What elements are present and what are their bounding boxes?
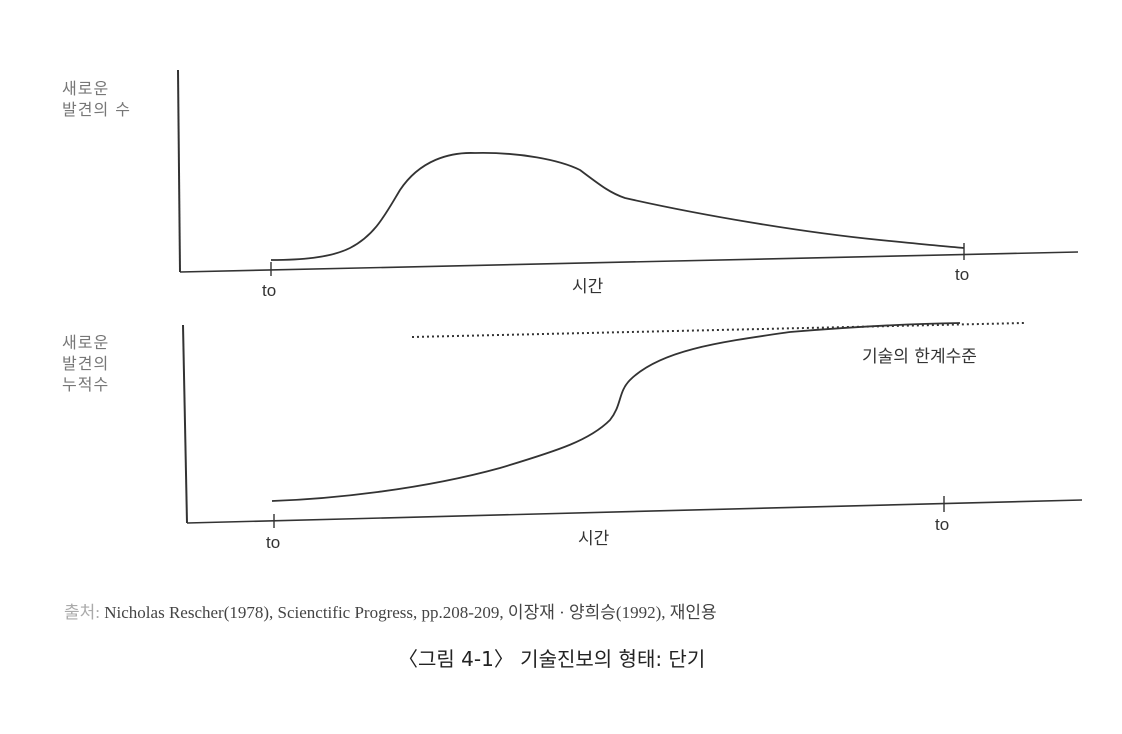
top-chart-axes	[177, 69, 1079, 276]
top-tick-left: to	[262, 281, 277, 300]
bottom-ylabel-line3: 누적수	[62, 375, 110, 394]
bottom-ylabel-line1: 새로운	[62, 333, 110, 352]
top-ylabel-line1: 새로운	[62, 79, 110, 98]
source-text: Nicholas Rescher(1978), Scienctific Prog…	[104, 603, 717, 622]
top-xlabel: 시간	[572, 277, 604, 297]
bottom-ylabel-line2: 발견의	[62, 354, 110, 373]
top-ylabel-line2: 발견의 수	[62, 100, 131, 119]
bottom-xlabel: 시간	[578, 529, 610, 549]
top-tick-right: to	[955, 265, 970, 284]
bottom-chart-curve	[271, 322, 961, 502]
top-chart-ylabel: 새로운 발견의 수	[62, 78, 131, 120]
figure-caption: 〈그림 4-1〉 기술진보의 형태: 단기	[398, 647, 706, 671]
top-chart-curve	[270, 152, 965, 261]
bottom-tick-left: to	[266, 533, 281, 552]
bottom-chart-axes	[182, 324, 1083, 528]
source-citation: 출처: Nicholas Rescher(1978), Scienctific …	[64, 598, 717, 623]
source-prefix: 출처:	[64, 603, 101, 622]
technology-limit-label: 기술의 한계수준	[862, 347, 977, 367]
bottom-tick-right: to	[935, 515, 950, 534]
technology-limit-line	[411, 322, 1025, 338]
bottom-chart-ylabel: 새로운 발견의 누적수	[62, 332, 109, 395]
